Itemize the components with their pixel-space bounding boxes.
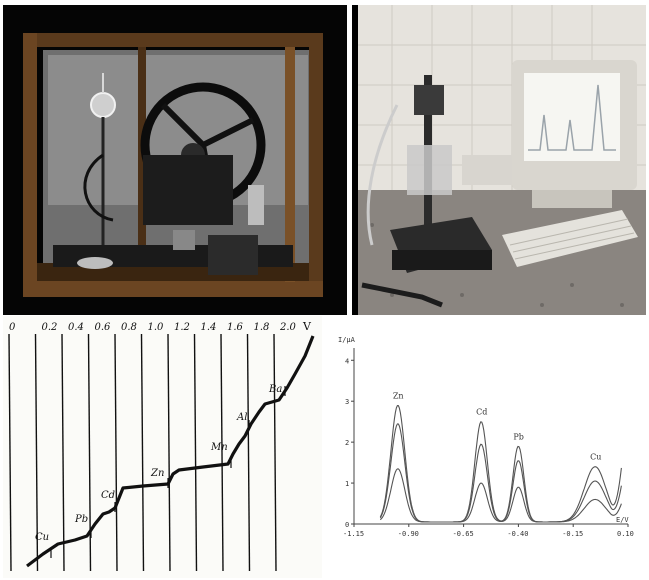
y-tick-label: 0 (345, 521, 349, 529)
polarogram-chart: 0.2 0.4 0.6 0.8 1.0 1.2 1.4 1.6 1.8 2.0 0 V Cu Pb… (3, 316, 322, 578)
scale-tick-label: 0.4 (68, 322, 84, 333)
scale-line (140, 333, 145, 572)
voltammogram-chart: I/µA E/V 0 1 2 3 4 -1.15 -0.90 -0.65 -0.40 -0.15… (328, 318, 646, 576)
wave-label-zn: Zn (150, 468, 164, 479)
wave-label-ba: Ba (268, 384, 282, 395)
y-tick-label: 1 (345, 480, 349, 488)
scale-line (193, 333, 198, 572)
wave-label-al: Al (236, 412, 247, 423)
y-tick-label: 3 (345, 398, 349, 406)
peak-label: Cd (476, 408, 487, 417)
scale-tick-label: 1.6 (227, 322, 244, 333)
y-axis-label: I/µA (338, 336, 356, 344)
scale-line (273, 333, 277, 572)
scale-tick-label: 1.2 (174, 322, 190, 333)
scale-tick-label: 0.6 (95, 322, 112, 333)
scale-line (34, 333, 39, 572)
scale-line (246, 333, 251, 572)
voltammogram-series (379, 405, 622, 523)
wave-label-cu: Cu (35, 532, 49, 543)
scale-tick-label: 2.0 (279, 322, 297, 333)
scale-tick-label: 1.0 (148, 322, 165, 333)
peak-label: Zn (393, 391, 404, 400)
x-tick-label: -0.90 (398, 530, 419, 538)
wave-label-cd: Cd (101, 490, 115, 501)
scale-tick-label: 1.8 (254, 322, 270, 333)
setup-illustration (352, 5, 646, 315)
polarogram-panel: 0.2 0.4 0.6 0.8 1.0 1.2 1.4 1.6 1.8 2.0 0 V Cu Pb… (3, 316, 322, 578)
wave-label-mn: Mn (210, 442, 228, 453)
x-tick-label: -0.65 (453, 530, 474, 538)
polarograph-apparatus-photo (3, 5, 347, 315)
scale-line (167, 333, 171, 572)
scale-line (220, 333, 224, 572)
scale-line (61, 333, 65, 572)
x-tick-label: -0.40 (507, 530, 528, 538)
x-axis-label: E/V (616, 516, 629, 524)
modern-voltammetry-setup-photo (352, 5, 646, 315)
x-tick-label: -0.15 (562, 530, 583, 538)
voltammogram-panel: I/µA E/V 0 1 2 3 4 -1.15 -0.90 -0.65 -0.40 -0.15… (328, 318, 646, 576)
scale-tick-label: 0.8 (121, 322, 137, 333)
wave-label-pb: Pb (74, 514, 88, 525)
scale-tick-label: 1.4 (201, 322, 217, 333)
apparatus-illustration (3, 5, 347, 315)
y-tick-label: 4 (345, 357, 349, 365)
scale-line (114, 333, 118, 572)
x-tick-label: -1.15 (343, 530, 364, 538)
scale-unit-label: V (302, 320, 312, 333)
peak-label: Pb (513, 432, 524, 441)
scale-line-0 (8, 333, 12, 572)
scale-zero-label: 0 (9, 322, 16, 333)
scale-tick-label: 0.2 (42, 322, 58, 333)
peak-label: Cu (590, 453, 601, 462)
y-tick-label: 2 (345, 439, 349, 447)
x-tick-label: 0.10 (617, 530, 634, 538)
